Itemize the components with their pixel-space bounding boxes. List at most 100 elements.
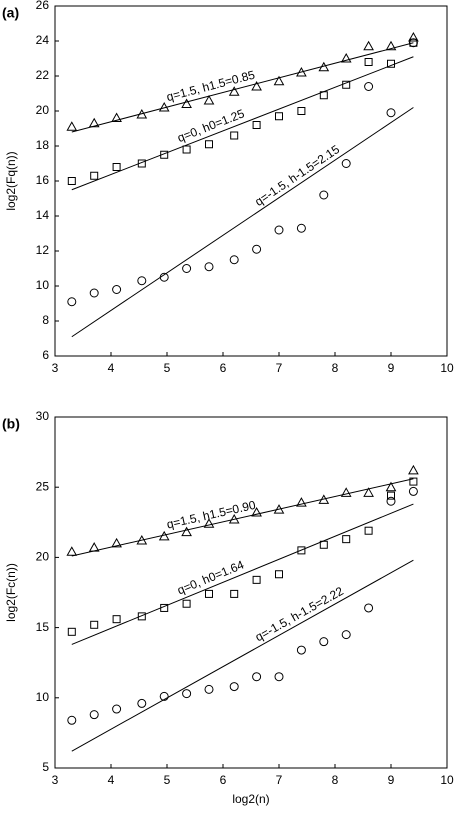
y-axis-label: log2(Fc(n))	[4, 563, 18, 622]
fit-line	[71, 42, 414, 133]
fit-annotation: q=1.5, h1.5=0.90	[165, 498, 257, 532]
circle-marker	[252, 672, 262, 682]
fit-line	[71, 478, 414, 557]
y-tick-label: 26	[36, 0, 50, 12]
circle-marker	[408, 486, 418, 496]
plot-frame	[54, 5, 448, 357]
circle-marker	[112, 285, 122, 294]
circle-marker	[182, 689, 192, 699]
x-tick-label: 4	[108, 361, 115, 375]
square-marker	[90, 171, 99, 180]
triangle-marker	[363, 40, 374, 51]
triangle-marker	[318, 494, 330, 504]
circle-marker	[159, 272, 169, 282]
y-axis-label: log2(Fq(n))	[4, 151, 18, 210]
triangle-marker	[340, 52, 352, 63]
triangle-marker	[296, 66, 307, 77]
circle-marker	[296, 645, 306, 655]
panel-label: (b)	[2, 416, 20, 432]
triangle-marker	[181, 98, 192, 108]
circle-marker	[364, 603, 374, 613]
circle-marker	[386, 496, 396, 506]
y-tick-label: 8	[42, 313, 49, 327]
circle-marker	[89, 710, 99, 720]
x-tick-label: 9	[388, 773, 395, 787]
x-tick-label: 5	[164, 361, 171, 375]
square-marker	[387, 59, 395, 68]
square-marker	[182, 145, 191, 154]
y-tick-label: 12	[36, 243, 50, 257]
circle-marker	[67, 715, 77, 725]
y-tick-label: 25	[36, 479, 50, 493]
square-marker	[112, 615, 121, 624]
square-marker	[252, 575, 261, 584]
circle-marker	[386, 108, 396, 118]
x-tick-label: 3	[52, 773, 59, 787]
triangle-marker	[340, 487, 352, 497]
x-tick-label: 10	[440, 361, 454, 375]
fit-line	[71, 107, 414, 338]
triangle-marker	[136, 535, 148, 545]
y-tick-label: 16	[36, 173, 50, 187]
fit-line	[71, 56, 414, 191]
fit-annotation: q=-1.5, h-1.5=2.15	[252, 142, 342, 209]
circle-marker	[274, 672, 284, 682]
circle-marker	[137, 276, 147, 286]
y-tick-label: 14	[36, 208, 50, 222]
square-marker	[319, 91, 328, 100]
circle-marker	[67, 297, 77, 307]
y-tick-label: 15	[36, 620, 50, 634]
x-tick-label: 5	[164, 773, 171, 787]
x-tick-label: 8	[332, 773, 339, 787]
triangle-marker	[158, 530, 170, 541]
y-tick-label: 5	[42, 760, 49, 774]
circle-marker	[364, 82, 374, 91]
triangle-marker	[181, 526, 192, 537]
square-marker	[297, 546, 306, 555]
circle-marker	[319, 637, 329, 647]
square-marker	[67, 177, 76, 185]
y-tick-label: 24	[36, 33, 50, 47]
triangle-marker	[203, 94, 215, 105]
x-tick-label: 3	[52, 361, 59, 375]
square-marker	[90, 620, 99, 629]
y-tick-label: 18	[36, 138, 50, 152]
square-marker	[137, 159, 146, 168]
square-marker	[137, 612, 146, 621]
circle-marker	[229, 682, 239, 692]
square-marker	[319, 540, 328, 549]
x-tick-label: 6	[220, 773, 227, 787]
x-tick-label: 10	[440, 773, 454, 787]
triangle-marker	[408, 31, 419, 42]
square-marker	[342, 80, 351, 89]
y-tick-label: 10	[36, 278, 50, 292]
square-marker	[112, 163, 121, 171]
triangle-marker	[111, 537, 122, 548]
circle-marker	[229, 255, 239, 265]
circle-marker	[204, 684, 214, 694]
square-marker	[160, 150, 169, 159]
fit-line	[71, 559, 414, 752]
triangle-marker	[228, 513, 240, 524]
y-tick-label: 22	[36, 68, 50, 82]
triangle-marker	[111, 112, 122, 122]
square-marker	[364, 58, 373, 66]
y-tick-label: 20	[36, 550, 50, 564]
square-marker	[342, 535, 351, 544]
triangle-marker	[296, 497, 307, 507]
circle-marker	[252, 244, 262, 254]
triangle-marker	[273, 75, 285, 86]
square-marker	[205, 140, 213, 149]
square-marker	[409, 477, 418, 486]
square-marker	[275, 570, 283, 579]
y-tick-label: 20	[36, 103, 50, 117]
x-tick-label: 8	[332, 361, 339, 375]
circle-marker	[408, 38, 418, 48]
square-marker	[364, 526, 373, 535]
square-marker	[230, 589, 239, 598]
circle-marker	[274, 225, 284, 235]
square-marker	[252, 121, 261, 129]
circle-marker	[159, 691, 169, 701]
circle-marker	[341, 630, 351, 640]
